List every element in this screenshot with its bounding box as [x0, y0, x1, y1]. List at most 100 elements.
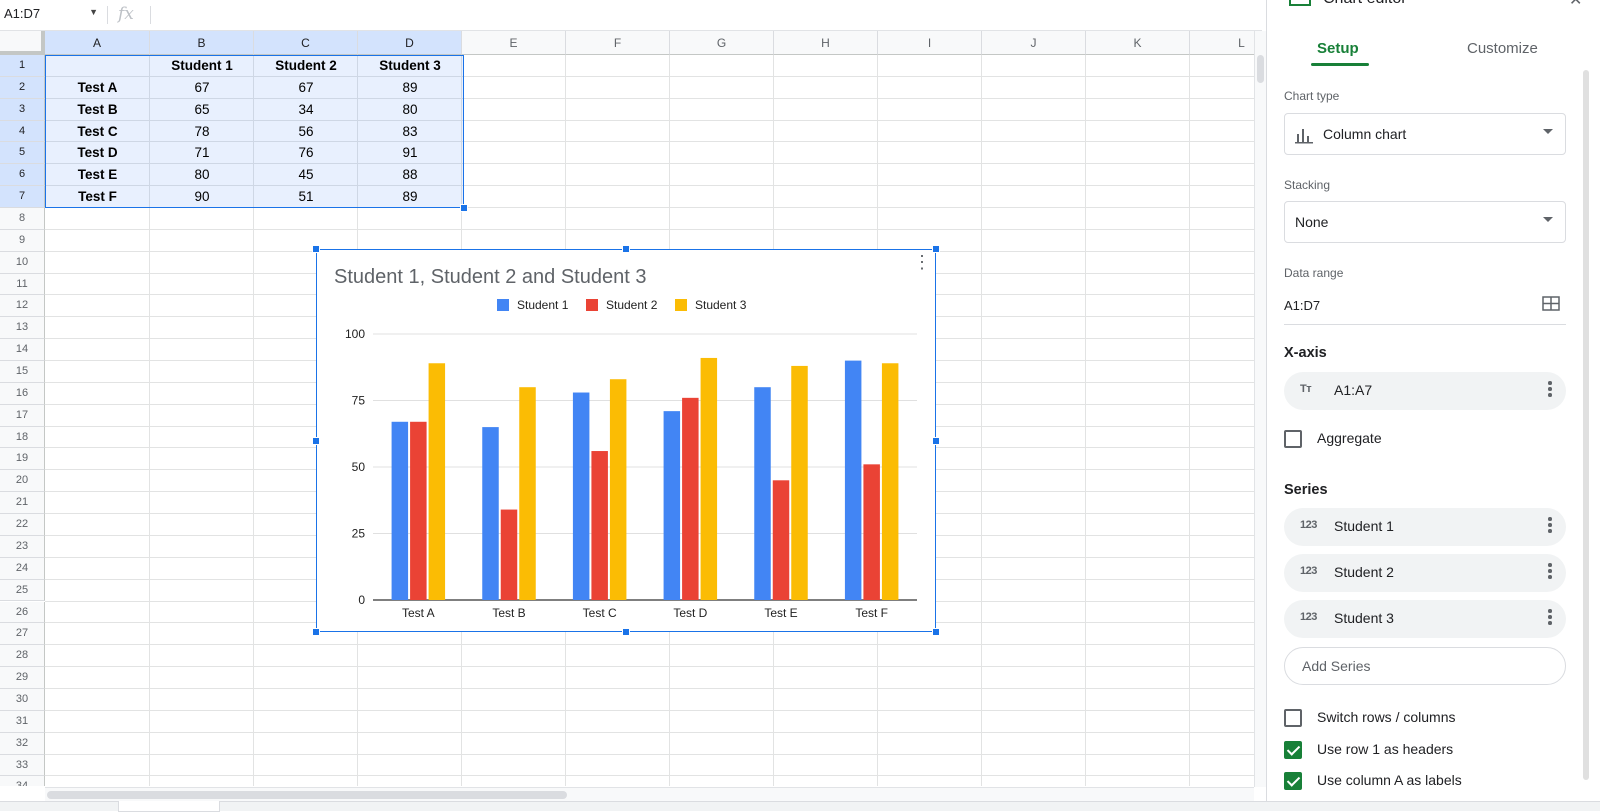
column-header-g[interactable]: G: [670, 31, 774, 55]
row-header-32[interactable]: 32: [0, 732, 45, 755]
row-header-9[interactable]: 9: [0, 229, 45, 252]
switch-rows-checkbox[interactable]: [1284, 709, 1302, 727]
column-header-l[interactable]: L: [1190, 31, 1254, 55]
selected-range[interactable]: [45, 55, 464, 208]
table-cell[interactable]: 67: [298, 79, 314, 95]
row-header-6[interactable]: 6: [0, 164, 45, 187]
row-header-13[interactable]: 13: [0, 317, 45, 340]
scrollbar-thumb[interactable]: [47, 791, 567, 799]
column-header-a[interactable]: A: [45, 31, 150, 55]
row-header-16[interactable]: 16: [0, 382, 45, 405]
table-header-cell[interactable]: Student 3: [379, 58, 441, 73]
row-header-19[interactable]: 19: [0, 448, 45, 471]
more-vert-icon[interactable]: [1548, 563, 1552, 581]
table-cell[interactable]: 80: [402, 101, 418, 117]
column-header-b[interactable]: B: [150, 31, 254, 55]
close-icon[interactable]: ✕: [1569, 0, 1583, 9]
row-header-10[interactable]: 10: [0, 251, 45, 274]
chevron-down-icon[interactable]: ▼: [89, 7, 98, 17]
row-header-18[interactable]: 18: [0, 426, 45, 449]
row-header-3[interactable]: 3: [0, 98, 45, 121]
scrollbar-thumb[interactable]: [1257, 55, 1264, 83]
row-header-7[interactable]: 7: [0, 186, 45, 209]
column-header-k[interactable]: K: [1086, 31, 1190, 55]
table-cell[interactable]: 83: [402, 123, 418, 139]
horizontal-scrollbar[interactable]: [45, 787, 1254, 802]
resize-handle[interactable]: [622, 628, 630, 636]
tab-customize[interactable]: Customize: [1467, 40, 1538, 57]
spreadsheet-grid[interactable]: A B C D E F G H I J K L 1 2 3 4 5 6 7 8 9 10 11 12 13 14 15 16 17 18 1…: [0, 31, 1254, 786]
column-header-j[interactable]: J: [982, 31, 1086, 55]
table-cell[interactable]: 89: [402, 189, 418, 205]
resize-handle[interactable]: [932, 436, 940, 445]
row-header-28[interactable]: 28: [0, 645, 45, 668]
column-header-f[interactable]: F: [566, 31, 670, 55]
row-header-15[interactable]: 15: [0, 361, 45, 383]
table-cell[interactable]: 56: [298, 123, 314, 139]
table-cell[interactable]: 89: [402, 79, 418, 95]
resize-handle[interactable]: [932, 245, 940, 253]
row1-headers-checkbox[interactable]: [1284, 741, 1302, 759]
sheet-tab[interactable]: [118, 801, 220, 812]
fill-handle[interactable]: [460, 204, 468, 212]
table-cell[interactable]: 65: [194, 101, 210, 117]
row-header-1[interactable]: 1: [0, 55, 45, 77]
table-cell[interactable]: 91: [402, 145, 418, 161]
row-header-12[interactable]: 12: [0, 295, 45, 318]
chart-type-select[interactable]: Column chart: [1284, 113, 1566, 155]
row-header-22[interactable]: 22: [0, 514, 45, 536]
row-header-17[interactable]: 17: [0, 404, 45, 427]
resize-handle[interactable]: [312, 245, 320, 253]
resize-handle[interactable]: [312, 436, 320, 445]
table-cell[interactable]: 78: [194, 123, 210, 139]
row-header-14[interactable]: 14: [0, 339, 45, 362]
row-header-11[interactable]: 11: [0, 273, 45, 296]
stacking-select[interactable]: None: [1284, 201, 1566, 243]
table-cell[interactable]: Test A: [77, 79, 118, 95]
table-cell[interactable]: Test B: [77, 101, 118, 117]
aggregate-checkbox[interactable]: [1284, 430, 1302, 448]
add-series-button[interactable]: Add Series: [1284, 647, 1566, 685]
more-vert-icon[interactable]: [1548, 609, 1552, 627]
column-header-d[interactable]: D: [358, 31, 462, 55]
more-vert-icon[interactable]: [1548, 381, 1552, 399]
column-header-h[interactable]: H: [774, 31, 878, 55]
xaxis-chip[interactable]: Tт A1:A7: [1284, 372, 1566, 410]
more-vert-icon[interactable]: [1548, 517, 1552, 535]
row-header-31[interactable]: 31: [0, 710, 45, 733]
row-header-27[interactable]: 27: [0, 623, 45, 646]
row-header-26[interactable]: 26: [0, 601, 45, 624]
table-cell[interactable]: 88: [402, 167, 418, 183]
series-chip[interactable]: 123 Student 1: [1284, 508, 1566, 546]
table-cell[interactable]: 80: [194, 167, 210, 183]
vertical-scrollbar[interactable]: [1254, 31, 1267, 787]
series-chip[interactable]: 123 Student 2: [1284, 554, 1566, 592]
row-header-21[interactable]: 21: [0, 492, 45, 515]
column-header-c[interactable]: C: [254, 31, 358, 55]
row-header-2[interactable]: 2: [0, 76, 45, 99]
select-all-corner[interactable]: [0, 31, 45, 55]
series-chip[interactable]: 123 Student 3: [1284, 600, 1566, 638]
table-cell[interactable]: Test F: [78, 189, 117, 205]
grid-select-icon[interactable]: [1542, 296, 1560, 312]
table-cell[interactable]: Test C: [77, 123, 118, 139]
table-cell[interactable]: 45: [298, 167, 314, 183]
name-box[interactable]: A1:D7 ▼: [4, 6, 102, 24]
table-cell[interactable]: 67: [194, 79, 210, 95]
table-cell[interactable]: Test D: [77, 145, 118, 161]
row-header-34[interactable]: 34: [0, 776, 45, 786]
chart-menu-icon[interactable]: ⋮: [913, 252, 931, 272]
resize-handle[interactable]: [312, 628, 320, 636]
table-cell[interactable]: 51: [298, 189, 314, 205]
table-cell[interactable]: Test E: [77, 167, 118, 183]
row-header-5[interactable]: 5: [0, 142, 45, 165]
row-header-25[interactable]: 25: [0, 579, 45, 602]
row-header-4[interactable]: 4: [0, 120, 45, 143]
row-header-33[interactable]: 33: [0, 754, 45, 777]
table-cell[interactable]: 76: [298, 145, 314, 161]
column-header-e[interactable]: E: [462, 31, 566, 55]
row-header-8[interactable]: 8: [0, 208, 45, 230]
resize-handle[interactable]: [622, 245, 630, 253]
tab-setup[interactable]: Setup: [1317, 40, 1359, 57]
editor-scrollbar[interactable]: [1583, 70, 1589, 780]
